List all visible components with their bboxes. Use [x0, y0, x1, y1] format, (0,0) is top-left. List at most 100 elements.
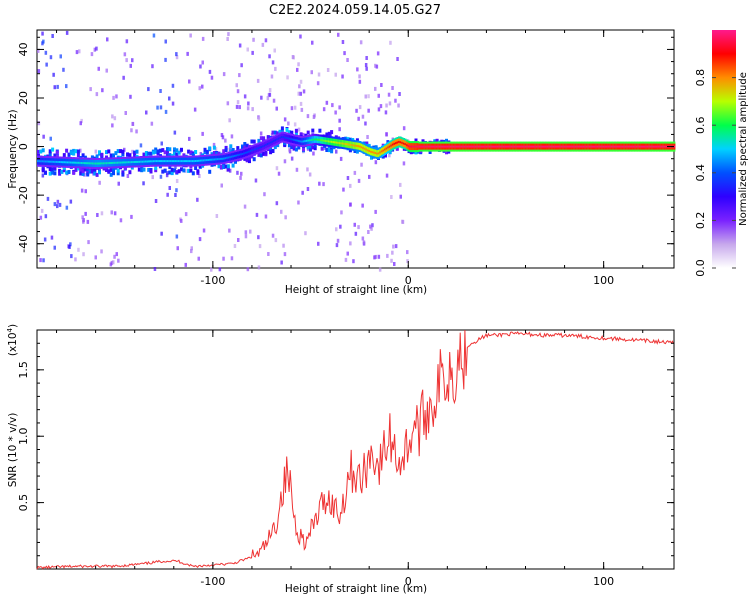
ridge-halo [67, 152, 71, 157]
ridge-halo [445, 150, 448, 155]
speckle [252, 37, 255, 42]
x-tick-label: 0 [405, 575, 412, 588]
ridge-core [609, 145, 612, 148]
ridge-core [209, 158, 212, 161]
ridge-core [448, 145, 451, 148]
speckle [244, 230, 248, 235]
ridge-core [43, 160, 46, 163]
ridge-halo [98, 150, 101, 155]
ridge-core [193, 160, 196, 163]
ridge-core [121, 161, 124, 164]
speckle [188, 79, 191, 84]
speckle [374, 86, 377, 91]
ridge-core [312, 138, 315, 141]
ridge-core [523, 145, 526, 148]
ridge-core [557, 145, 560, 148]
ridge-core [440, 145, 443, 148]
ridge-halo [112, 171, 115, 176]
ridge-core [470, 145, 473, 148]
speckle [299, 79, 303, 84]
ridge-core [551, 145, 554, 148]
speckle [336, 238, 340, 243]
ridge-halo [53, 171, 57, 176]
ridge-halo [280, 129, 284, 134]
ridge-halo [182, 168, 186, 173]
ridge-halo [119, 149, 123, 154]
speckle [243, 204, 247, 209]
ridge-halo [208, 169, 212, 174]
speckle [386, 253, 389, 258]
ridge-core [212, 158, 215, 161]
colorbar: 0.0 0.2 0.4 0.6 0.8 Normalized spectral ampl… [694, 30, 749, 277]
ridge-core [424, 145, 427, 148]
speckle [263, 192, 266, 197]
speckle [168, 186, 171, 190]
ridge-core [102, 162, 105, 165]
speckle [175, 52, 178, 57]
speckle [218, 267, 222, 272]
ridge-halo [72, 170, 76, 175]
ridge-core [130, 161, 133, 164]
speckle [357, 116, 360, 121]
ridge-core [55, 160, 58, 163]
speckle [37, 48, 40, 53]
ridge-core [118, 161, 121, 164]
speckle [198, 237, 202, 242]
ridge-core [326, 140, 329, 143]
speckle [100, 211, 104, 216]
ridge-core [349, 143, 352, 146]
ridge-core [47, 160, 51, 163]
ridge-core [321, 139, 324, 142]
speckle [86, 219, 90, 224]
speckle [306, 187, 310, 191]
ridge-halo [278, 129, 282, 134]
ridge-core [587, 145, 590, 148]
speckle [337, 32, 340, 37]
ridge-core [613, 145, 616, 148]
speckle [364, 121, 367, 126]
speckle [65, 30, 69, 35]
speckle [296, 67, 299, 72]
speckle [142, 181, 145, 186]
speckle [280, 260, 283, 265]
speckle [299, 91, 302, 96]
speckle [197, 256, 200, 261]
ridge-core [207, 159, 210, 161]
ridge-core [49, 160, 52, 163]
ridge-halo [302, 147, 305, 152]
ridge-core [540, 145, 543, 148]
speckle [46, 196, 50, 201]
ridge-core [643, 145, 646, 148]
ridge-halo [163, 150, 167, 155]
speckle [357, 178, 361, 183]
speckle [273, 48, 276, 53]
ridge-core [635, 145, 638, 148]
speckle [122, 75, 125, 80]
ridge-core [96, 162, 99, 165]
speckle [226, 101, 230, 106]
ridge-halo [318, 128, 322, 133]
speckle [396, 57, 399, 61]
speckle [214, 147, 218, 152]
y-tick-label: -40 [17, 235, 30, 253]
speckle [220, 183, 223, 188]
speckle [401, 219, 405, 224]
speckle [388, 153, 391, 158]
ridge-core [90, 162, 93, 165]
ridge-core [638, 145, 641, 148]
ridge-core [627, 145, 631, 148]
speckle [221, 135, 225, 140]
ridge-core [357, 145, 360, 148]
ridge-core [210, 158, 213, 161]
ridge-halo [48, 152, 52, 157]
speckle [238, 73, 241, 78]
ridge-core [185, 160, 188, 163]
ridge-core [490, 145, 493, 148]
speckle [280, 209, 283, 214]
ridge-core [304, 140, 307, 143]
ridge-core [568, 145, 571, 148]
ridge-halo [140, 168, 144, 173]
speckle [176, 246, 179, 251]
ridge-halo [222, 165, 226, 169]
speckle [344, 257, 348, 262]
